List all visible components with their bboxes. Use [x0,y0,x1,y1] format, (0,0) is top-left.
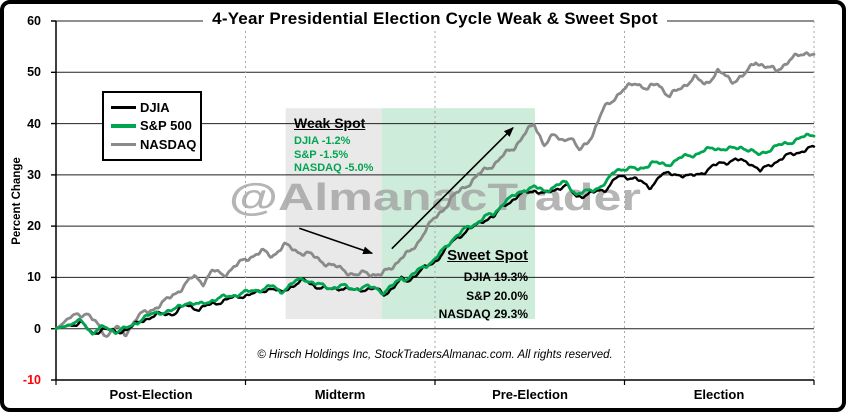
sweet-spot-annotation: Sweet Spot DJIA 19.3% S&P 20.0% NASDAQ 29.… [402,247,528,324]
legend-label: DJIA [140,99,170,115]
annotation-line: S&P 20.0% [466,288,528,303]
watermark: @AlmanacTrader [229,177,641,219]
legend-item-djia: DJIA [111,101,198,114]
y-tick-label: 20 [27,219,41,233]
legend-item-s-p-500: S&P 500 [111,119,198,132]
weak-spot-title: Weak Spot [294,115,366,131]
annotation-line: DJIA -1.2% [294,135,351,147]
legend-label: NASDAQ [140,137,197,153]
chart-title-text: 4-Year Presidential Election Cycle Weak … [203,9,667,28]
legend-swatch-s-p-500 [111,124,136,128]
region-sweet-spot [381,108,535,319]
weak-spot-annotation: Weak Spot DJIA -1.2% S&P -1.5% NASDAQ -5.0… [294,115,373,176]
annotation-line: NASDAQ 29.3% [438,307,528,321]
chart-title: 4-Year Presidential Election Cycle Weak … [56,9,814,29]
y-tick-label: 0 [34,322,41,336]
weak-decline-arrow [299,227,374,255]
x-axis-label-post-election: Post-Election [109,387,193,402]
y-tick-label: 30 [27,168,41,182]
sweet-rally-arrow [391,126,514,250]
series-nasdaq [54,51,816,338]
y-tick-label: 50 [27,65,41,79]
sweet-spot-title: Sweet Spot [447,247,528,264]
x-axis-label-pre-election: Pre-Election [492,387,568,402]
annotation-line: S&P -1.5% [294,148,349,161]
annotation-line: NASDAQ -5.0% [294,162,374,174]
weak-spot-stats: DJIA -1.2% S&P -1.5% NASDAQ -5.0% [294,135,373,176]
y-tick-label: 40 [27,117,41,131]
y-tick-label: 10 [27,270,41,284]
y-tick-label: -10 [22,373,41,387]
annotation-line: DJIA 19.3% [463,270,528,284]
y-tick-label: 60 [27,14,41,28]
legend-swatch-djia [111,105,136,110]
legend-item-nasdaq: NASDAQ [111,138,198,151]
series-s-p-500 [54,132,816,336]
legend: DJIA S&P 500 NASDAQ [102,91,202,161]
copyright-note: © Hirsch Holdings Inc, StockTradersAlman… [257,349,613,361]
x-axis-label-election: Election [693,387,745,402]
legend-swatch-nasdaq [111,142,136,147]
sweet-spot-stats: DJIA 19.3% S&P 20.0% NASDAQ 29.3% [402,268,528,324]
legend-label: S&P 500 [140,118,192,134]
x-axis-label-midterm: Midterm [314,387,366,402]
plot-canvas: @AlmanacTrader [51,20,816,385]
